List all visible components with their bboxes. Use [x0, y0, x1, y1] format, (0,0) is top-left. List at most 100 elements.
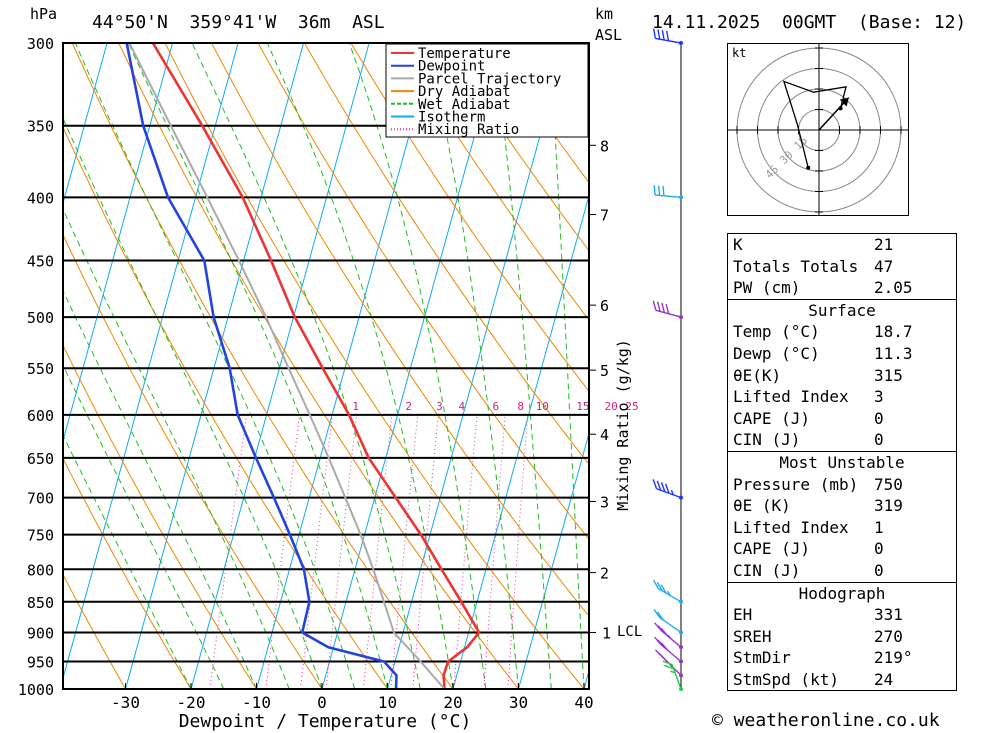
dry-adiabat-line — [443, 43, 589, 252]
pressure-tick-label: 350 — [27, 118, 54, 136]
mixing-ratio-value: 10 — [536, 400, 549, 413]
isotherm-line — [518, 431, 589, 689]
mixing-ratio-labels: 1 2 3 4 6 8 10 15 20 25 — [352, 400, 638, 413]
barb-flag — [666, 30, 670, 41]
index-value: 18.7 — [874, 322, 913, 342]
barb-flag — [664, 483, 670, 494]
wind-barb — [653, 608, 683, 635]
dry-adiabat-line — [396, 43, 589, 321]
wet-adiabat-line — [63, 434, 192, 689]
isotherm-line — [387, 43, 567, 689]
index-value: 47 — [874, 256, 894, 276]
wet-adiabat-line — [348, 43, 487, 689]
index-label: SREH — [733, 626, 772, 646]
index-value: 3 — [874, 387, 884, 407]
isotherm-line — [452, 193, 589, 689]
index-label: Lifted Index — [733, 517, 849, 537]
pressure-tick-label: 750 — [27, 527, 54, 545]
km-tick-label: 1 — [602, 624, 611, 642]
storm-motion-arrowhead — [839, 97, 849, 107]
barb-flag — [653, 185, 656, 196]
pressure-tick-label: 500 — [27, 309, 54, 327]
index-value: 21 — [874, 235, 894, 254]
pressure-tick-label: 950 — [27, 653, 54, 671]
km-tick-label: 5 — [600, 362, 609, 380]
barb-flag — [665, 303, 670, 314]
pressure-tick-label: 600 — [27, 407, 54, 425]
index-label: Pressure (mb) — [733, 474, 859, 494]
index-label: θE (K) — [733, 496, 791, 516]
pressure-tick-label: 550 — [27, 360, 54, 378]
barb-flag — [652, 479, 658, 489]
series-dewpoint — [125, 43, 398, 689]
most-unstable-section: Most Unstable Pressure (mb) 750 θE (K) 319 L… — [728, 450, 956, 582]
hodograph-trace — [782, 80, 847, 168]
wet-adiabat-line — [266, 43, 454, 689]
section-title: Most Unstable — [779, 452, 905, 472]
index-value: 0 — [874, 430, 884, 450]
index-value: 2.05 — [874, 278, 913, 298]
index-label: CIN (J) — [733, 560, 801, 580]
wind-barb — [662, 660, 683, 691]
legend-box — [385, 43, 589, 138]
barb-flag — [667, 634, 672, 640]
barb-flag — [653, 608, 661, 618]
mixing-ratio-value: 1 — [352, 400, 359, 413]
wet-adiabat-line — [63, 289, 257, 689]
index-label: CIN (J) — [733, 430, 801, 450]
barb-flag — [670, 489, 674, 496]
index-row: PW (cm) 2.05 — [728, 277, 956, 299]
legend-label: Parcel Trajectory — [418, 71, 561, 87]
legend-label: Isotherm — [418, 110, 485, 126]
wind-barbs — [652, 28, 683, 691]
hodograph-unit-label: kt — [732, 46, 746, 60]
index-value: 219° — [874, 648, 913, 668]
dry-adiabat-line — [71, 43, 454, 689]
barb-flag — [657, 185, 661, 196]
index-value: 0 — [874, 539, 884, 559]
index-label: CAPE (J) — [733, 539, 811, 559]
barb-flag — [656, 581, 663, 592]
km-tick-label: 3 — [600, 493, 609, 511]
dry-adiabat-line — [257, 43, 589, 540]
series-temperature — [151, 43, 481, 689]
x-tick-label: -30 — [111, 693, 140, 712]
index-value: 1 — [874, 517, 884, 537]
wet-adiabat-line — [74, 43, 356, 689]
plot-frame — [62, 42, 590, 690]
pressure-tick-label: 450 — [27, 253, 54, 271]
wind-barb — [654, 636, 683, 664]
isotherm-line — [190, 43, 370, 689]
barb-flag — [662, 185, 665, 196]
hodograph: 15 30 45 kt — [727, 43, 909, 216]
index-label: StmSpd (kt) — [733, 669, 839, 689]
mixing-ratio-value: 3 — [436, 400, 443, 413]
index-row: StmDir 219° — [728, 647, 956, 669]
mixing-ratio-value: 2 — [405, 400, 412, 413]
pressure-tick-label: 700 — [27, 490, 54, 508]
wet-adiabat-line — [63, 117, 323, 689]
index-row: CIN (J) 0 — [728, 429, 956, 451]
km-tick-label: 4 — [600, 426, 609, 444]
barb-flag — [657, 625, 666, 634]
index-row: StmSpd (kt) 24 — [728, 669, 956, 691]
dry-adiabat-line — [350, 43, 589, 393]
isotherm-line — [321, 43, 501, 689]
barb-flag — [657, 29, 661, 40]
wet-adiabat-line — [63, 364, 225, 689]
km-tick-label: 2 — [600, 565, 609, 583]
km-axis: 1 2 3 4 5 6 7 8 — [589, 137, 611, 642]
index-row: Lifted Index 1 — [728, 517, 956, 539]
index-label: PW (cm) — [733, 278, 801, 298]
barb-flag — [652, 579, 660, 590]
pressure-tick-label: 300 — [27, 35, 54, 53]
isotherm-line — [125, 43, 305, 689]
km-tick-label: 7 — [600, 207, 609, 225]
wind-barb — [655, 649, 683, 678]
mixing-ratio-value: 15 — [576, 400, 589, 413]
profile-lines — [125, 43, 481, 689]
mixing-ratio-value: 20 — [604, 400, 617, 413]
x-tick-label: 20 — [443, 693, 462, 712]
